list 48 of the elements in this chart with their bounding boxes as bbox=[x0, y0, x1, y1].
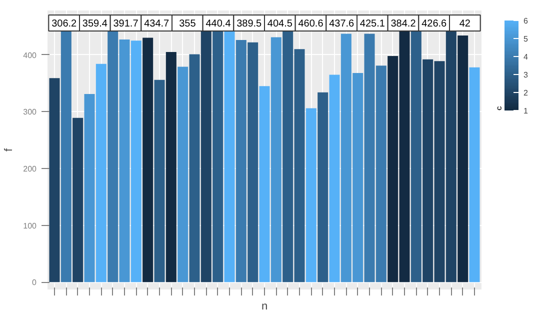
annotation: 434.7 bbox=[144, 18, 170, 30]
annotation: 359.4 bbox=[82, 18, 108, 30]
bar bbox=[119, 39, 130, 282]
bar bbox=[96, 64, 106, 282]
y-tick-label: 100 bbox=[23, 221, 38, 230]
annotation: 425.1 bbox=[360, 18, 386, 30]
annotation: 440.4 bbox=[206, 18, 232, 30]
x-axis-title: n bbox=[261, 300, 268, 312]
bar bbox=[306, 108, 316, 282]
bar bbox=[248, 42, 258, 282]
annotation: 426.6 bbox=[422, 18, 448, 30]
bar bbox=[142, 38, 154, 282]
y-tick-label: 0 bbox=[32, 278, 38, 288]
annotation: 391.7 bbox=[113, 18, 139, 30]
annotation: 404.5 bbox=[267, 18, 293, 30]
y-tick-label: 300 bbox=[23, 108, 38, 117]
y-tick-label: 200 bbox=[23, 164, 38, 174]
bar bbox=[154, 80, 165, 282]
annotation: 306.2 bbox=[52, 18, 78, 30]
bar bbox=[236, 40, 246, 282]
bar bbox=[72, 118, 84, 282]
bar bbox=[270, 37, 282, 282]
color-bar-label: 2 bbox=[524, 88, 528, 98]
bar bbox=[458, 36, 468, 282]
bar bbox=[166, 52, 176, 282]
color-bar-title: c bbox=[494, 106, 504, 110]
annotation: 460.6 bbox=[298, 18, 324, 30]
annotation: 384.2 bbox=[390, 18, 416, 30]
y-axis-title: f bbox=[3, 148, 16, 152]
bar bbox=[259, 86, 270, 282]
color-bar-label: 4 bbox=[524, 52, 528, 62]
bar bbox=[469, 67, 480, 282]
color-bar-label: 1 bbox=[524, 106, 528, 116]
bar bbox=[130, 40, 142, 282]
bar bbox=[189, 54, 200, 282]
color-bar-label: 5 bbox=[524, 34, 528, 44]
bar bbox=[329, 74, 340, 282]
y-tick-label: 400 bbox=[23, 50, 38, 60]
annotation: 389.5 bbox=[236, 18, 262, 30]
bar bbox=[84, 94, 95, 282]
color-bar-label: 6 bbox=[524, 16, 528, 26]
bar bbox=[49, 78, 60, 282]
annotation: 42 bbox=[459, 18, 471, 30]
annotation: 355 bbox=[179, 18, 196, 30]
annotation: 437.6 bbox=[329, 18, 355, 30]
bar bbox=[178, 66, 188, 282]
color-bar-label: 3 bbox=[524, 70, 528, 80]
bar bbox=[318, 92, 328, 282]
